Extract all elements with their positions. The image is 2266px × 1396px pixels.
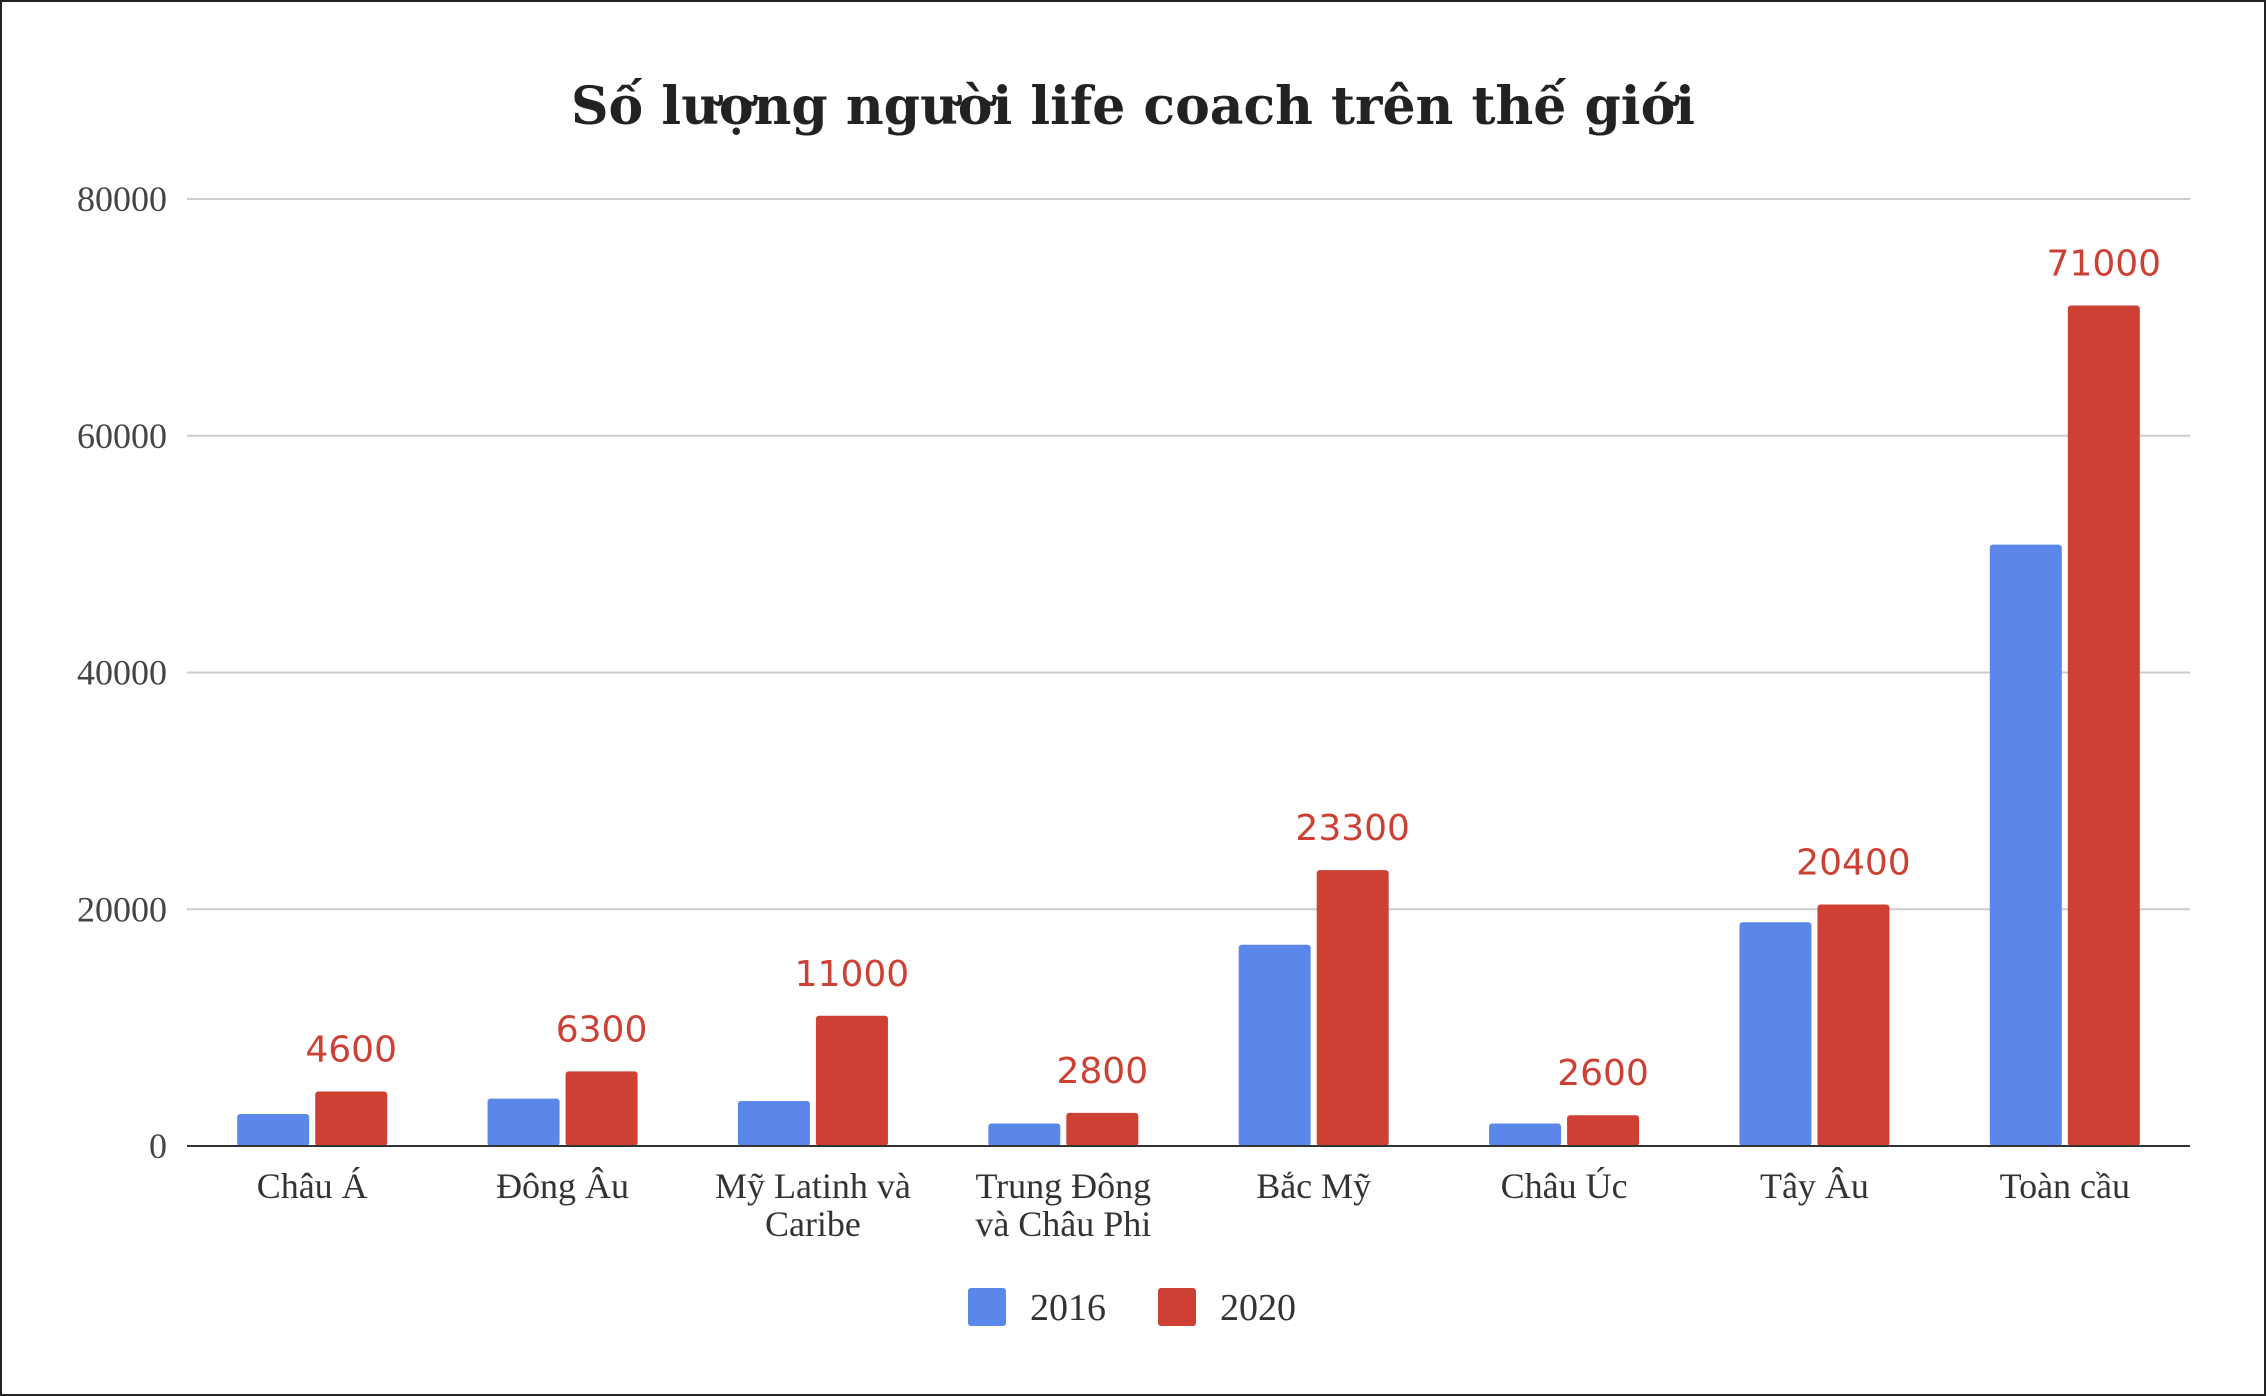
data-label: 4600: [305, 1030, 397, 1071]
bar-2020: [1567, 1115, 1640, 1146]
y-axis-ticks: 0 20000 40000 60000 80000: [77, 179, 167, 1166]
x-tick-label: Mỹ Latinh và: [715, 1166, 911, 1206]
bar-2016: [737, 1101, 810, 1146]
x-tick-label: Bắc Mỹ: [1256, 1166, 1371, 1206]
bar-2020: [565, 1071, 638, 1146]
data-label: 2800: [1057, 1051, 1149, 1092]
bar-2016: [237, 1114, 310, 1146]
legend-swatch: [968, 1288, 1006, 1326]
x-tick-label: Đông Âu: [496, 1166, 629, 1206]
legend-label: 2020: [1220, 1287, 1296, 1329]
bar-2016: [1739, 922, 1812, 1146]
bars: [237, 305, 2140, 1147]
x-tick-label: Caribe: [765, 1204, 861, 1244]
x-tick-label: Trung Đông: [975, 1166, 1151, 1206]
data-label: 71000: [2047, 244, 2162, 285]
x-tick-label: và Châu Phi: [975, 1204, 1151, 1244]
bar-2020: [1817, 904, 1890, 1146]
bar-2016: [1489, 1123, 1562, 1146]
gridlines: [187, 198, 2190, 911]
bar-2020: [2067, 305, 2140, 1147]
y-tick-label: 40000: [77, 653, 167, 693]
data-label: 2600: [1557, 1053, 1649, 1094]
legend-swatch: [1158, 1288, 1196, 1326]
data-label: 23300: [1295, 808, 1410, 849]
bar-2016: [487, 1098, 560, 1146]
data-label: 6300: [556, 1009, 648, 1050]
bar-2016: [1989, 544, 2062, 1146]
y-tick-label: 80000: [77, 179, 167, 219]
bar-2020: [1316, 870, 1389, 1146]
data-label: 11000: [795, 954, 910, 995]
x-tick-label: Châu Á: [257, 1166, 368, 1206]
bar-2020: [1066, 1112, 1139, 1146]
legend: 2016 2020: [968, 1287, 1296, 1329]
x-tick-label: Châu Úc: [1501, 1166, 1628, 1206]
data-labels: 4600 6300 11000 2800 23300 2600 20400 71000: [305, 244, 2161, 1095]
x-tick-label: Tây Âu: [1760, 1166, 1869, 1206]
bar-2020: [315, 1091, 388, 1146]
x-tick-label: Toàn cầu: [2000, 1166, 2130, 1206]
bar-2016: [1238, 944, 1311, 1146]
y-tick-label: 0: [149, 1126, 167, 1166]
chart-title: Số lượng người life coach trên thế giới: [571, 76, 1695, 137]
y-tick-label: 20000: [77, 889, 167, 929]
legend-label: 2016: [1030, 1287, 1106, 1329]
bar-2020: [815, 1015, 888, 1146]
y-tick-label: 60000: [77, 416, 167, 456]
data-label: 20400: [1796, 843, 1911, 884]
bar-2016: [988, 1123, 1061, 1146]
